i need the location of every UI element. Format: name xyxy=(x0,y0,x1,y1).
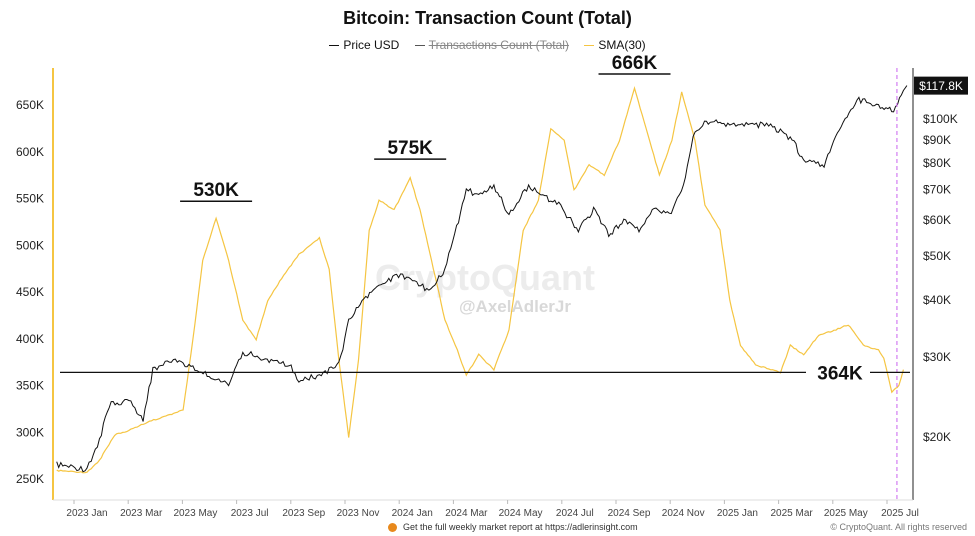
chart-title: Bitcoin: Transaction Count (Total) xyxy=(343,8,632,28)
series-line-sma30 xyxy=(56,86,904,474)
adler-logo-icon xyxy=(388,523,397,533)
x-tick-label: 2023 May xyxy=(173,508,217,519)
watermark-handle: @AxelAdlerJr xyxy=(459,297,571,316)
x-tick-label: 2024 Mar xyxy=(445,508,488,519)
x-tick-label: 2024 Nov xyxy=(662,508,705,519)
left-tick-label: 500K xyxy=(16,238,44,252)
right-tick-label: $100K xyxy=(923,112,958,126)
x-tick-label: 2023 Sep xyxy=(282,508,325,519)
legend-label: SMA(30) xyxy=(598,38,646,52)
current-price-label: $117.8K xyxy=(919,79,963,93)
x-tick-label: 2025 Jul xyxy=(881,508,919,519)
right-tick-label: $60K xyxy=(923,213,951,227)
x-tick-label: 2023 Nov xyxy=(337,508,380,519)
left-tick-label: 250K xyxy=(16,472,44,486)
right-tick-label: $20K xyxy=(923,430,951,444)
right-tick-label: $40K xyxy=(923,293,951,307)
x-tick-label: 2023 Jul xyxy=(231,508,269,519)
annotation-bg xyxy=(806,361,870,384)
legend: Price USD Transactions Count (Total) SMA… xyxy=(0,38,975,52)
right-tick-label: $30K xyxy=(923,350,951,364)
footer-link[interactable]: Get the full weekly market report at htt… xyxy=(403,522,638,532)
left-tick-label: 550K xyxy=(16,192,44,206)
right-tick-label: $80K xyxy=(923,156,951,170)
annotation-label: 530K xyxy=(193,180,239,201)
right-tick-label: $50K xyxy=(923,249,951,263)
x-tick-label: 2023 Mar xyxy=(120,508,163,519)
copyright: © CryptoQuant. All rights reserved xyxy=(830,522,967,532)
legend-item-sma[interactable]: SMA(30) xyxy=(584,38,646,52)
x-tick-label: 2025 May xyxy=(824,508,868,519)
x-tick-label: 2024 May xyxy=(499,508,543,519)
legend-item-tx-count[interactable]: Transactions Count (Total) xyxy=(414,38,569,52)
watermark-logo: CryptoQuant xyxy=(375,257,595,298)
x-tick-label: 2023 Jan xyxy=(66,508,107,519)
annotation-label: 575K xyxy=(387,138,433,159)
legend-label: Price USD xyxy=(343,38,400,52)
x-tick-label: 2025 Jan xyxy=(717,508,758,519)
current-price-tag xyxy=(914,76,968,95)
right-tick-label: $90K xyxy=(923,133,951,147)
left-tick-label: 400K xyxy=(16,332,44,346)
left-tick-label: 350K xyxy=(16,379,44,393)
x-tick-label: 2025 Mar xyxy=(770,508,813,519)
x-tick-label: 2024 Jul xyxy=(556,508,594,519)
footer: Get the full weekly market report at htt… xyxy=(388,522,638,533)
legend-item-price[interactable]: Price USD xyxy=(329,38,399,52)
left-tick-label: 300K xyxy=(16,425,44,439)
left-tick-label: 600K xyxy=(16,145,44,159)
legend-label: Transactions Count (Total) xyxy=(428,38,569,52)
annotation-label: 364K xyxy=(817,363,863,384)
left-tick-label: 450K xyxy=(16,285,44,299)
annotation-label: 666K xyxy=(612,53,658,74)
right-tick-label: $70K xyxy=(923,182,951,196)
x-tick-label: 2024 Sep xyxy=(608,508,651,519)
x-tick-label: 2024 Jan xyxy=(392,508,433,519)
left-tick-label: 650K xyxy=(16,98,44,112)
